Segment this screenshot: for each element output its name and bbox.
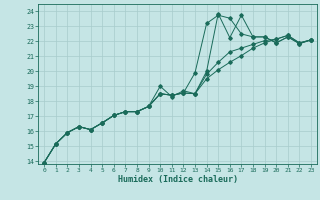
- X-axis label: Humidex (Indice chaleur): Humidex (Indice chaleur): [118, 175, 238, 184]
